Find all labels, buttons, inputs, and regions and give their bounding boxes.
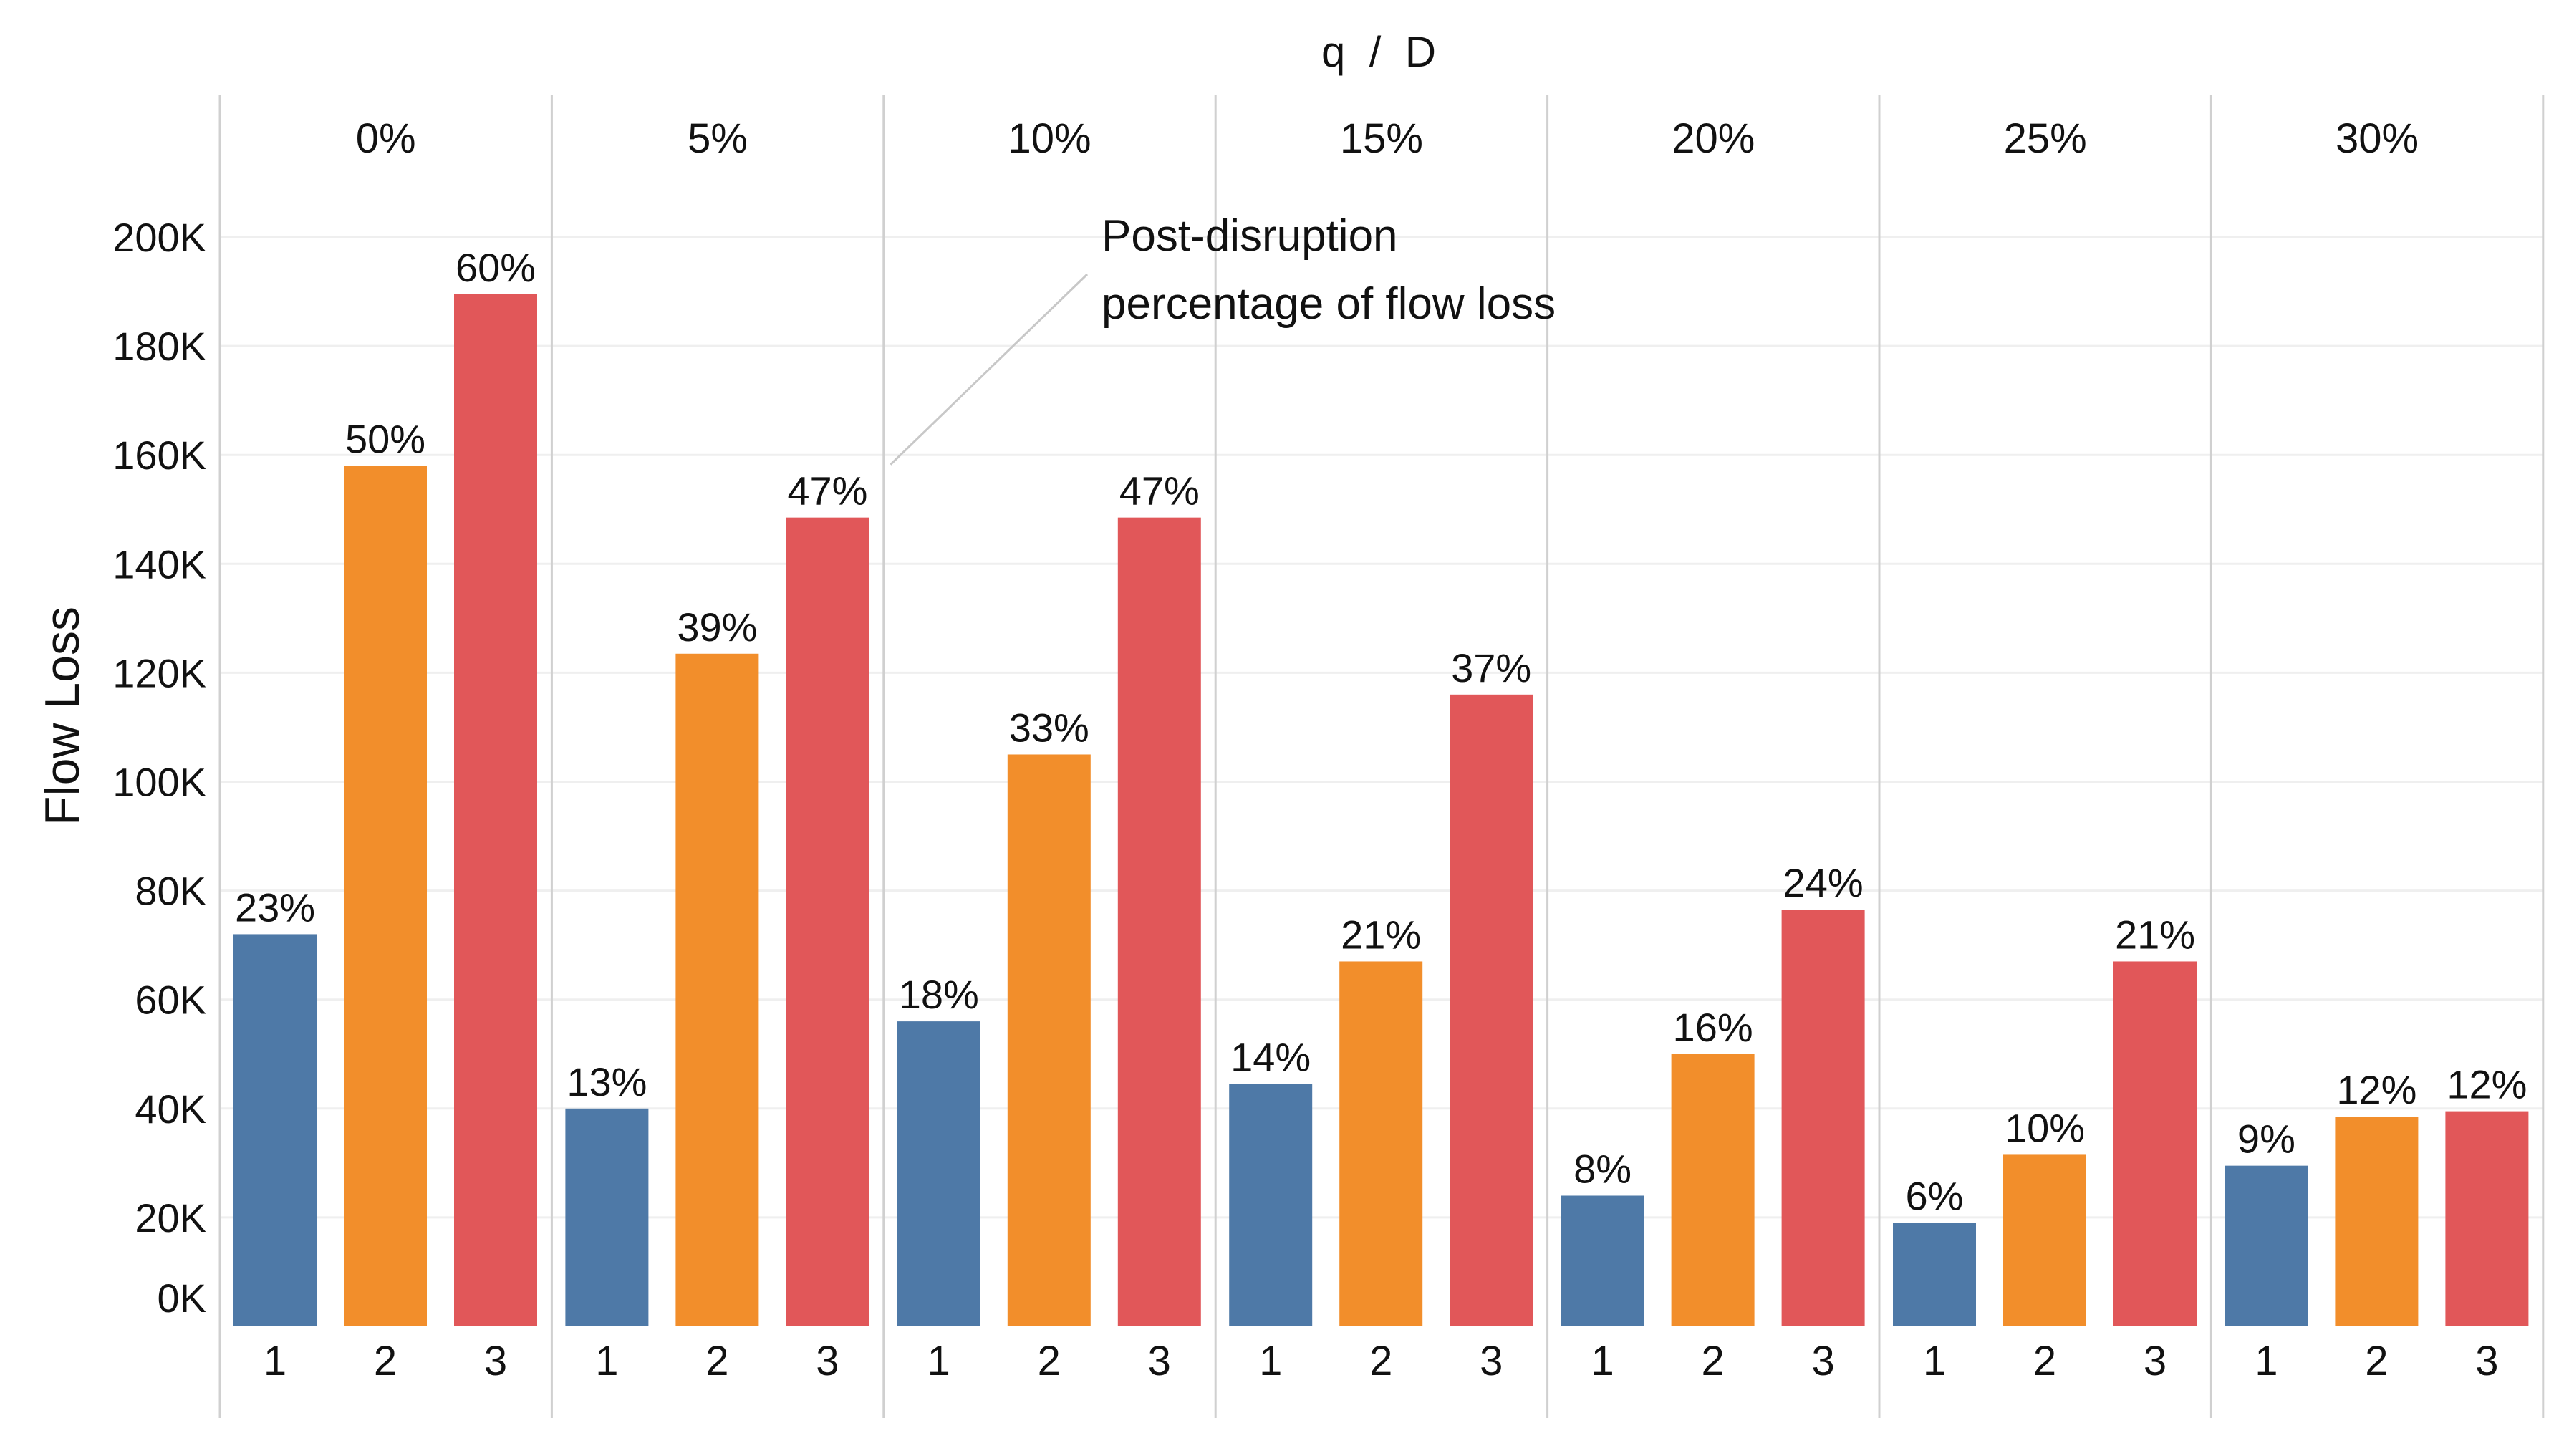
bars [233, 294, 2529, 1327]
facet-header: 20% [1672, 115, 1755, 162]
y-tick-label: 80K [135, 869, 206, 914]
facet-header: 15% [1340, 115, 1423, 162]
bar [1117, 517, 1201, 1326]
bar [2225, 1165, 2308, 1326]
annotation-leader-line [890, 273, 1089, 466]
bar-data-label: 50% [345, 416, 425, 461]
category-label: 2 [1701, 1338, 1724, 1384]
category-label: 3 [484, 1338, 507, 1384]
bar-data-label: 10% [2005, 1105, 2085, 1150]
bar [2335, 1117, 2419, 1326]
category-labels: 1 2 3 1 2 3 1 2 3 1 2 3 1 2 3 1 2 3 1 2 3 [264, 1338, 2499, 1384]
bar-data-label: 13% [567, 1059, 647, 1104]
bar [1561, 1195, 1644, 1326]
y-tick-label: 200K [112, 215, 206, 260]
bar-data-label: 16% [1673, 1005, 1753, 1050]
bar [344, 466, 427, 1327]
bar-data-label: 39% [677, 604, 757, 650]
annotation: Post-disruption percentage of flow loss [890, 211, 1556, 466]
bar [897, 1021, 980, 1326]
category-label: 1 [927, 1338, 950, 1384]
category-label: 2 [1369, 1338, 1392, 1384]
category-label: 3 [2475, 1338, 2498, 1384]
y-tick-label: 40K [135, 1086, 206, 1132]
category-label: 1 [1259, 1338, 1282, 1384]
bar [233, 934, 317, 1326]
category-label: 1 [2255, 1338, 2278, 1384]
bar-data-label: 47% [1119, 468, 1200, 514]
category-label: 2 [705, 1338, 728, 1384]
bar-data-label: 24% [1783, 860, 1864, 905]
bar [1893, 1223, 1976, 1326]
category-label: 1 [1923, 1338, 1946, 1384]
bar-data-label: 12% [2336, 1067, 2416, 1112]
bar [675, 653, 759, 1326]
bar [565, 1108, 649, 1326]
bar [1229, 1084, 1313, 1326]
bar-data-label: 23% [235, 884, 315, 930]
chart-title: q / D [1321, 28, 1436, 76]
bar-data-label: 18% [899, 972, 979, 1017]
category-label: 1 [264, 1338, 286, 1384]
category-label: 3 [1811, 1338, 1834, 1384]
bar-data-label: 33% [1009, 705, 1089, 750]
bar [786, 517, 869, 1326]
annotation-text: percentage of flow loss [1102, 279, 1556, 329]
bar [1450, 694, 1533, 1326]
y-tick-label: 60K [135, 978, 206, 1023]
y-tick-label: 100K [112, 760, 206, 805]
bar-data-label: 21% [2115, 912, 2195, 957]
bar [454, 294, 537, 1326]
bar-data-label: 21% [1341, 912, 1421, 957]
y-tick-label: 120K [112, 650, 206, 695]
bar-data-label: 14% [1230, 1035, 1311, 1080]
y-axis-ticks: 0K 20K 40K 60K 80K 100K 120K 140K 160K 180K 200K [112, 215, 206, 1321]
bar-data-label: 12% [2447, 1062, 2527, 1107]
y-axis-label: Flow Loss [35, 607, 90, 826]
facet-headers: 0% 5% 10% 15% 20% 25% 30% [356, 115, 2419, 162]
data-labels: 23% 50% 60% 13% 39% 47% 18% 33% 47% 14% 21% 37% 8% 16… [235, 245, 2527, 1219]
category-label: 3 [2144, 1338, 2166, 1384]
bar [2445, 1111, 2529, 1326]
y-tick-label: 0K [158, 1276, 207, 1321]
bar-data-label: 37% [1451, 645, 1531, 690]
bar [1671, 1054, 1755, 1326]
facet-header: 30% [2336, 115, 2419, 162]
y-tick-label: 160K [112, 433, 206, 478]
bar [1007, 754, 1091, 1326]
bar-data-label: 8% [1573, 1146, 1631, 1191]
category-label: 2 [374, 1338, 397, 1384]
category-label: 3 [816, 1338, 839, 1384]
bar [2113, 961, 2197, 1326]
y-tick-label: 140K [112, 541, 206, 587]
facet-header: 0% [356, 115, 416, 162]
bar-data-label: 60% [456, 245, 536, 290]
facet-dividers [218, 95, 2545, 1418]
y-tick-label: 180K [112, 324, 206, 369]
category-label: 3 [1148, 1338, 1171, 1384]
bar-data-label: 9% [2237, 1117, 2295, 1162]
bar-data-label: 47% [787, 468, 867, 514]
bar [1339, 961, 1423, 1326]
category-label: 3 [1480, 1338, 1503, 1384]
annotation-text: Post-disruption [1102, 211, 1398, 261]
category-label: 1 [1591, 1338, 1614, 1384]
bar-data-label: 6% [1906, 1174, 1964, 1219]
bar [1781, 910, 1865, 1326]
bar [2003, 1154, 2086, 1326]
category-label: 2 [2033, 1338, 2056, 1384]
facet-header: 5% [688, 115, 748, 162]
y-tick-label: 20K [135, 1195, 206, 1240]
facet-header: 10% [1008, 115, 1091, 162]
category-label: 1 [595, 1338, 618, 1384]
category-label: 2 [1038, 1338, 1061, 1384]
facet-header: 25% [2004, 115, 2087, 162]
category-label: 2 [2365, 1338, 2388, 1384]
